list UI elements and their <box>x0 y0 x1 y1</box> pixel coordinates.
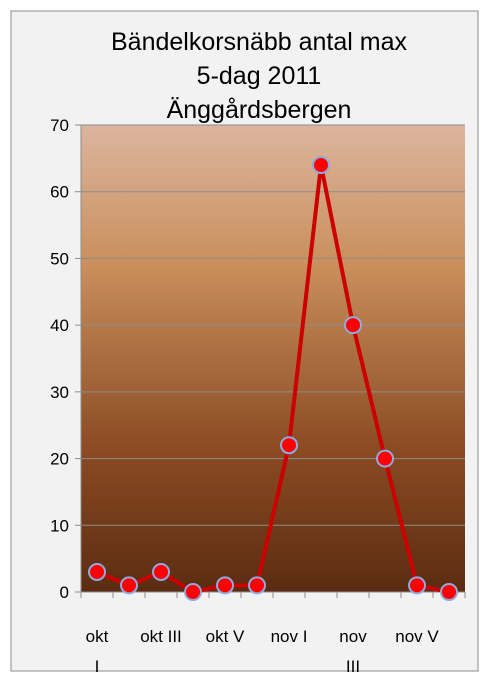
y-tick-label: 70 <box>50 116 69 135</box>
data-point <box>376 449 394 468</box>
x-tick-label: nov III <box>339 627 367 676</box>
x-tick-label: nov I <box>271 627 308 646</box>
chart-title: Bändelkorsnäbb antal max 5-dag 2011 Änggår… <box>111 28 408 124</box>
y-tick-label: 20 <box>50 450 69 469</box>
y-tick-label: 40 <box>50 316 69 335</box>
title-line: 5-dag 2011 <box>197 62 322 90</box>
title-line: Änggårdsbergen <box>167 96 352 124</box>
data-point <box>312 156 330 175</box>
x-tick-label: okt V <box>206 627 245 646</box>
data-point <box>88 562 106 581</box>
y-tick-label: 50 <box>50 249 69 268</box>
title-line: Bändelkorsnäbb antal max <box>111 28 408 56</box>
data-point <box>152 562 170 581</box>
y-tick-label: 30 <box>50 383 69 402</box>
data-point <box>120 576 138 595</box>
data-point <box>248 576 266 595</box>
y-tick-label: 0 <box>60 583 69 602</box>
data-point <box>344 316 362 335</box>
data-point <box>408 576 426 595</box>
data-point <box>280 436 298 455</box>
y-tick-label: 60 <box>50 183 69 202</box>
y-tick-label: 10 <box>50 516 69 535</box>
x-tick-label: okt I <box>86 627 109 676</box>
x-tick-label: nov V <box>395 627 439 646</box>
data-point <box>440 583 458 601</box>
data-point <box>184 583 202 601</box>
data-point <box>216 576 234 595</box>
x-tick-label: okt III <box>140 627 182 646</box>
